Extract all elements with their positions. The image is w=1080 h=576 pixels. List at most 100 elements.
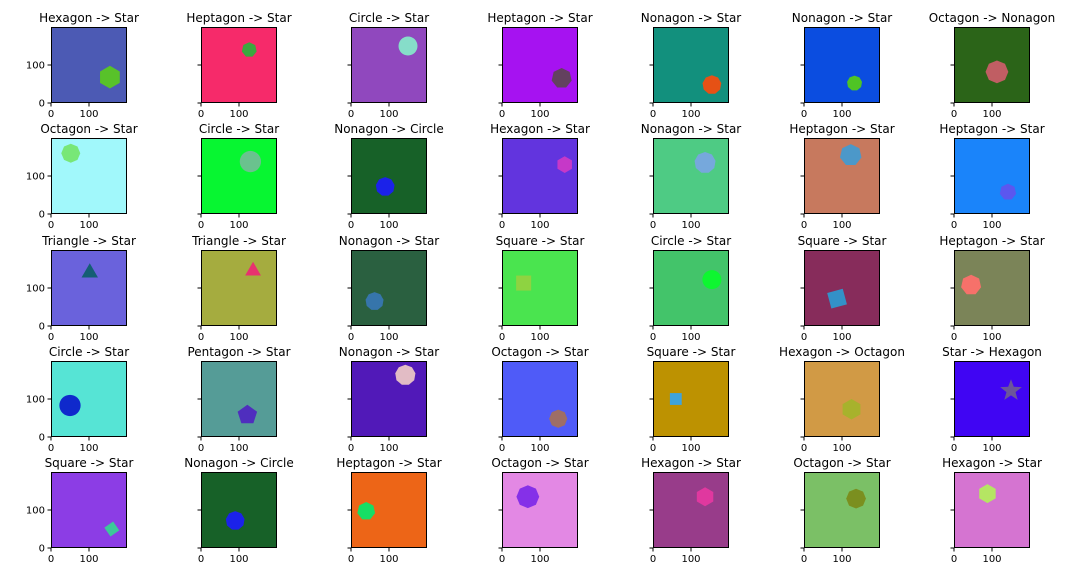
panel-background <box>502 472 578 548</box>
shape-mark <box>846 488 866 509</box>
panel-frame <box>51 27 127 103</box>
panel-background <box>804 361 880 437</box>
panel-background <box>804 27 880 103</box>
x-tick-label: 100 <box>530 109 549 120</box>
x-tick-label: 0 <box>650 332 656 343</box>
panel-title: Square -> Star <box>647 345 736 359</box>
x-tick-label: 100 <box>79 554 98 565</box>
panel-frame <box>201 27 277 103</box>
x-tick-label: 0 <box>48 220 54 231</box>
x-tick-label: 0 <box>348 443 354 454</box>
panel-frame <box>653 472 729 548</box>
x-tick-label: 0 <box>499 443 505 454</box>
x-tick-label: 0 <box>348 332 354 343</box>
x-tick-label: 0 <box>951 554 957 565</box>
panel-title: Octagon -> Star <box>491 345 588 359</box>
panel-title: Nonagon -> Star <box>339 234 440 248</box>
shape-mark <box>694 152 716 173</box>
panel-frame <box>201 250 277 326</box>
panel-frame <box>653 361 729 437</box>
panel-background <box>201 472 277 548</box>
x-tick-label: 100 <box>379 554 398 565</box>
panel-frame <box>502 472 578 548</box>
y-tick-label: 0 <box>39 322 45 333</box>
shape-mark <box>395 364 416 385</box>
panel-frame <box>502 138 578 214</box>
panel-title: Hexagon -> Star <box>641 456 741 470</box>
subplot-panel: Nonagon -> Circle 0 100 <box>184 456 294 565</box>
panel-title: Square -> Star <box>798 234 887 248</box>
x-tick-label: 100 <box>379 332 398 343</box>
subplot-panel: Circle -> Star 0 100 0 100 <box>26 345 129 454</box>
subplot-panel: Hexagon -> Star 0 100 <box>942 456 1042 565</box>
x-tick-label: 0 <box>348 554 354 565</box>
panel-frame <box>351 138 427 214</box>
x-tick-label: 100 <box>832 332 851 343</box>
shape-mark <box>100 65 120 89</box>
y-tick-label: 100 <box>26 284 45 295</box>
subplot-panel: Nonagon -> Star 0 100 <box>339 234 440 343</box>
x-tick-label: 100 <box>832 443 851 454</box>
panel-frame <box>653 250 729 326</box>
subplot-panel: Triangle -> Star 0 100 <box>191 234 286 343</box>
x-tick-label: 0 <box>198 443 204 454</box>
panel-title: Octagon -> Star <box>491 456 588 470</box>
panel-title: Nonagon -> Star <box>792 11 893 25</box>
y-tick-label: 0 <box>39 99 45 110</box>
panel-frame <box>51 472 127 548</box>
x-tick-label: 100 <box>681 443 700 454</box>
subplot-panel: Hexagon -> Star 0 100 0 100 <box>26 11 139 120</box>
panel-background <box>804 250 880 326</box>
y-tick-label: 100 <box>26 506 45 517</box>
panel-title: Triangle -> Star <box>41 234 136 248</box>
panel-frame <box>954 250 1030 326</box>
panel-background <box>351 27 427 103</box>
panel-frame <box>201 138 277 214</box>
subplot-panel: Octagon -> Star 0 100 0 100 <box>26 122 138 231</box>
x-tick-label: 100 <box>832 220 851 231</box>
panel-background <box>51 472 127 548</box>
x-tick-label: 0 <box>48 332 54 343</box>
shape-mark <box>979 484 996 504</box>
shape-mark <box>696 487 714 507</box>
panel-frame <box>804 361 880 437</box>
subplot-panel: Square -> Star 0 100 0 100 <box>26 456 134 565</box>
panel-title: Nonagon -> Circle <box>184 456 294 470</box>
panel-frame <box>351 250 427 326</box>
panel-frame <box>502 361 578 437</box>
panel-frame <box>201 472 277 548</box>
subplot-panel: Octagon -> Star 0 100 <box>793 456 890 565</box>
panel-title: Nonagon -> Star <box>641 122 742 136</box>
subplot-panel: Heptagon -> Star 0 100 <box>186 11 291 120</box>
panel-title: Octagon -> Star <box>793 456 890 470</box>
panel-background <box>502 250 578 326</box>
x-tick-label: 0 <box>198 554 204 565</box>
subplot-panel: Circle -> Star 0 100 <box>197 122 279 231</box>
panel-title: Heptagon -> Star <box>487 11 592 25</box>
subplot-panel: Star -> Hexagon 0 100 <box>942 345 1042 454</box>
panel-title: Circle -> Star <box>49 345 129 359</box>
panel-frame <box>351 472 427 548</box>
x-tick-label: 100 <box>530 220 549 231</box>
panel-background <box>201 27 277 103</box>
y-tick-label: 0 <box>39 210 45 221</box>
panel-title: Circle -> Star <box>199 122 279 136</box>
x-tick-label: 100 <box>832 554 851 565</box>
shape-mark <box>241 42 257 57</box>
x-tick-label: 0 <box>198 332 204 343</box>
subplot-panel: Nonagon -> Star 0 100 <box>641 11 742 120</box>
subplot-panel: Nonagon -> Star 0 100 <box>792 11 893 120</box>
shape-mark <box>669 393 682 405</box>
x-tick-label: 100 <box>229 554 248 565</box>
panel-background <box>804 472 880 548</box>
x-tick-label: 0 <box>198 220 204 231</box>
shape-mark <box>827 288 847 309</box>
panel-title: Hexagon -> Star <box>39 11 139 25</box>
panel-title: Nonagon -> Circle <box>334 122 444 136</box>
subplot-panel: Pentagon -> Star 0 100 <box>187 345 290 454</box>
panel-frame <box>804 472 880 548</box>
subplot-panel: Hexagon -> Star 0 100 <box>641 456 741 565</box>
x-tick-label: 0 <box>348 220 354 231</box>
x-tick-label: 100 <box>530 332 549 343</box>
subplot-panel: Hexagon -> Octagon 0 100 <box>779 345 905 454</box>
